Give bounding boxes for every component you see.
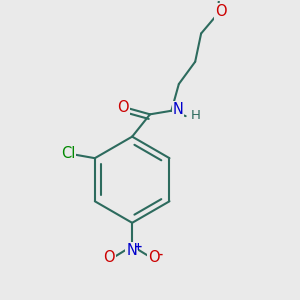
Text: O: O <box>214 4 226 19</box>
Text: N: N <box>126 243 137 258</box>
Text: O: O <box>103 250 115 266</box>
Text: O: O <box>148 250 160 266</box>
Text: N: N <box>172 102 184 117</box>
Text: -: - <box>159 249 163 259</box>
Text: H: H <box>190 109 200 122</box>
Text: O: O <box>117 100 129 115</box>
Text: +: + <box>134 242 143 252</box>
Text: Cl: Cl <box>61 146 75 161</box>
